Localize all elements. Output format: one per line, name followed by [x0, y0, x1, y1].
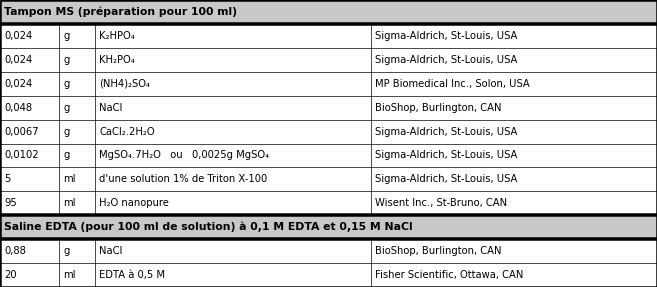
- Text: Sigma-Aldrich, St-Louis, USA: Sigma-Aldrich, St-Louis, USA: [375, 127, 518, 137]
- Bar: [0, 120, 657, 144]
- Text: BioShop, Burlington, CAN: BioShop, Burlington, CAN: [375, 246, 502, 256]
- Bar: [0, 239, 657, 263]
- Text: g: g: [63, 246, 70, 256]
- Text: EDTA à 0,5 M: EDTA à 0,5 M: [99, 270, 166, 280]
- Bar: [0, 48, 657, 72]
- Bar: [0, 215, 657, 239]
- Text: Fisher Scientific, Ottawa, CAN: Fisher Scientific, Ottawa, CAN: [375, 270, 524, 280]
- Bar: [0, 167, 657, 191]
- Text: K₂HPO₄: K₂HPO₄: [99, 31, 135, 41]
- Text: g: g: [63, 127, 70, 137]
- Text: ml: ml: [63, 270, 76, 280]
- Bar: [0, 0, 657, 24]
- Bar: [0, 96, 657, 120]
- Bar: [0, 24, 657, 48]
- Text: (NH4)₂SO₄: (NH4)₂SO₄: [99, 79, 150, 89]
- Text: H₂O nanopure: H₂O nanopure: [99, 198, 169, 208]
- Bar: [0, 72, 657, 96]
- Text: Wisent Inc., St-Bruno, CAN: Wisent Inc., St-Bruno, CAN: [375, 198, 507, 208]
- Text: Sigma-Aldrich, St-Louis, USA: Sigma-Aldrich, St-Louis, USA: [375, 31, 518, 41]
- Bar: [0, 144, 657, 167]
- Text: NaCl: NaCl: [99, 246, 123, 256]
- Text: 0,024: 0,024: [4, 79, 32, 89]
- Text: ml: ml: [63, 198, 76, 208]
- Text: 0,0067: 0,0067: [4, 127, 39, 137]
- Text: MP Biomedical Inc., Solon, USA: MP Biomedical Inc., Solon, USA: [375, 79, 530, 89]
- Text: 0,024: 0,024: [4, 31, 32, 41]
- Text: Saline EDTA (pour 100 ml de solution) à 0,1 M EDTA et 0,15 M NaCl: Saline EDTA (pour 100 ml de solution) à …: [4, 222, 413, 232]
- Text: d'une solution 1% de Triton X-100: d'une solution 1% de Triton X-100: [99, 174, 267, 184]
- Text: 0,048: 0,048: [4, 103, 32, 113]
- Text: 0,024: 0,024: [4, 55, 32, 65]
- Text: 0,0102: 0,0102: [4, 150, 39, 160]
- Text: BioShop, Burlington, CAN: BioShop, Burlington, CAN: [375, 103, 502, 113]
- Text: 5: 5: [4, 174, 11, 184]
- Text: g: g: [63, 150, 70, 160]
- Text: g: g: [63, 31, 70, 41]
- Text: NaCl: NaCl: [99, 103, 123, 113]
- Text: Sigma-Aldrich, St-Louis, USA: Sigma-Aldrich, St-Louis, USA: [375, 55, 518, 65]
- Text: 95: 95: [4, 198, 16, 208]
- Text: CaCl₂.2H₂O: CaCl₂.2H₂O: [99, 127, 155, 137]
- Text: MgSO₄.7H₂O   ou   0,0025g MgSO₄: MgSO₄.7H₂O ou 0,0025g MgSO₄: [99, 150, 269, 160]
- Text: Sigma-Aldrich, St-Louis, USA: Sigma-Aldrich, St-Louis, USA: [375, 150, 518, 160]
- Text: g: g: [63, 103, 70, 113]
- Bar: [0, 191, 657, 215]
- Text: Sigma-Aldrich, St-Louis, USA: Sigma-Aldrich, St-Louis, USA: [375, 174, 518, 184]
- Text: 20: 20: [4, 270, 16, 280]
- Text: KH₂PO₄: KH₂PO₄: [99, 55, 135, 65]
- Text: 0,88: 0,88: [4, 246, 26, 256]
- Bar: [0, 263, 657, 287]
- Text: g: g: [63, 79, 70, 89]
- Text: g: g: [63, 55, 70, 65]
- Text: Tampon MS (préparation pour 100 ml): Tampon MS (préparation pour 100 ml): [4, 7, 237, 17]
- Text: ml: ml: [63, 174, 76, 184]
